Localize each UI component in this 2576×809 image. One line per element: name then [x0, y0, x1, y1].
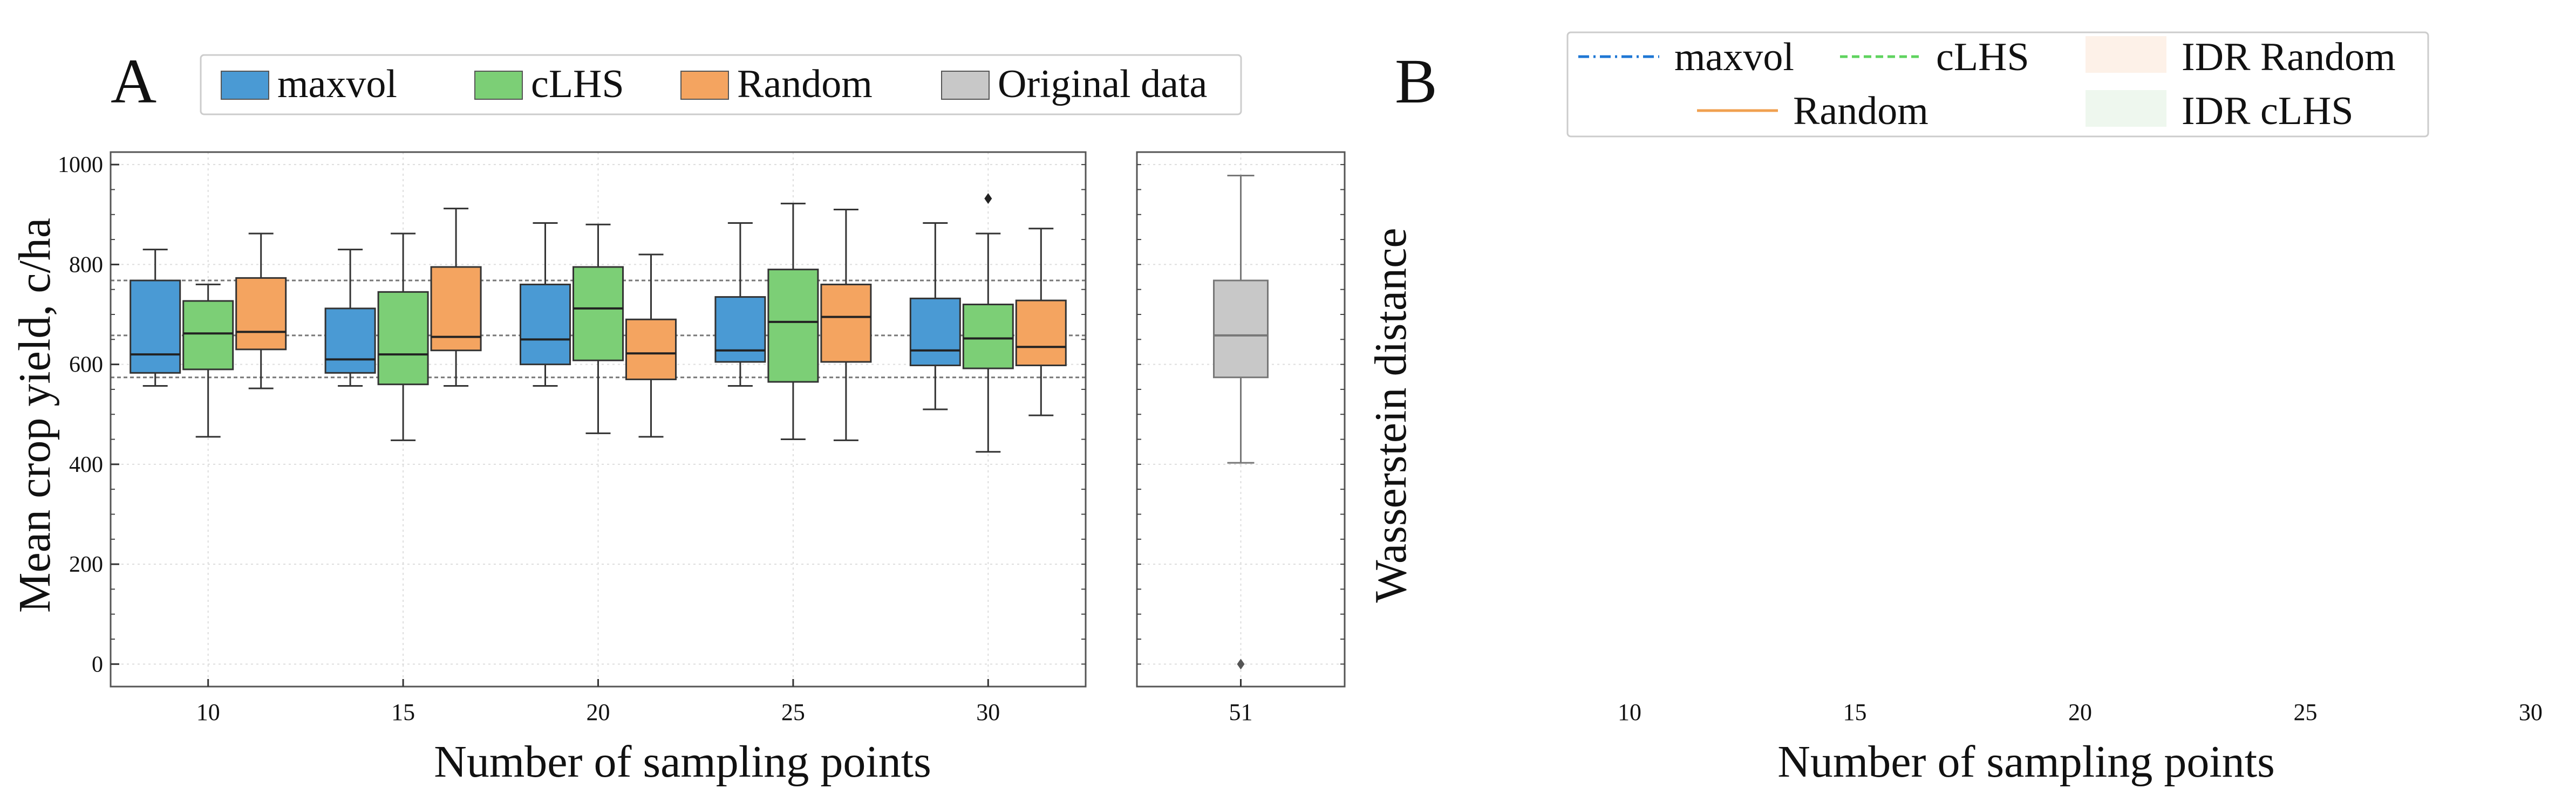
panel-b-ylabel: Wasserstein distance — [1366, 228, 1416, 602]
legend-b: maxvol cLHS IDR Random Random IDR cLHS — [1566, 31, 2429, 138]
panel-a-main-axes: 0 200 400 600 800 1000 10 15 20 25 30 — [58, 151, 1087, 725]
legend-b-maxvol-label: maxvol — [1674, 35, 1794, 79]
box-clhs-25-box — [767, 269, 819, 383]
y-tick-label: 400 — [69, 453, 103, 477]
legend-a-swatch-clhs — [474, 71, 523, 100]
y-tick-label: 600 — [69, 353, 103, 378]
box-maxvol-15-box — [324, 307, 376, 374]
legend-b-idr-random-swatch — [2086, 36, 2166, 73]
y-tick-label: 1000 — [58, 153, 103, 177]
y-tick-label: 800 — [69, 252, 103, 277]
box-original-51-outlier — [1237, 659, 1245, 670]
box-random-20-box — [625, 318, 677, 380]
panel-b-x-tick-label: 20 — [2068, 699, 2092, 725]
box-clhs-30-outlier — [984, 193, 992, 204]
x-tick-label: 25 — [781, 699, 805, 725]
box-maxvol-30-box — [909, 297, 961, 366]
panel-label-a: A — [111, 46, 156, 116]
box-clhs-30-box — [962, 303, 1014, 369]
box-maxvol-20-box — [520, 283, 571, 366]
legend-a-swatch-random — [680, 71, 729, 100]
box-clhs-15-box — [377, 291, 429, 386]
legend-b-clhs-label: cLHS — [1936, 35, 2029, 79]
panel-b-x-tick-label: 15 — [1843, 699, 1867, 725]
legend-b-frame — [1566, 31, 2429, 138]
box-maxvol-10-box — [130, 279, 181, 374]
box-clhs-20-box — [573, 266, 624, 361]
box-random-30-box — [1015, 299, 1067, 366]
legend-a-label: maxvol — [277, 62, 397, 106]
legend-a-label: Original data — [998, 62, 1207, 106]
box-random-25-box — [820, 283, 872, 363]
legend-a-swatch-original-data — [941, 71, 990, 100]
y-tick-label: 200 — [69, 552, 103, 577]
panel-b-xlabel: Number of sampling points — [1777, 737, 2275, 787]
legend-b-idr-clhs-swatch — [2086, 90, 2166, 127]
box-clhs-10-box — [182, 300, 234, 371]
panel-a-xlabel: Number of sampling points — [434, 737, 931, 787]
legend-a-swatch-maxvol — [221, 71, 269, 100]
legend-b-random-label: Random — [1793, 89, 1928, 133]
panel-b-x-tick-label: 30 — [2519, 699, 2543, 725]
panel-a-original-axes: 51 — [1136, 151, 1346, 725]
x-tick-label: 15 — [391, 699, 415, 725]
box-maxvol-25-box — [714, 296, 766, 363]
y-tick-label: 0 — [92, 652, 103, 677]
x-tick-label: 10 — [196, 699, 220, 725]
legend-a: maxvol cLHS Random Original data — [200, 54, 1242, 115]
x-tick-label: 30 — [976, 699, 1000, 725]
legend-b-idr-clhs-label: IDR cLHS — [2182, 89, 2354, 133]
x-tick-label: 20 — [587, 699, 610, 725]
panel-a-ylabel: Mean crop yield, c/ha — [10, 218, 60, 613]
panel-label-b: B — [1395, 46, 1437, 116]
legend-a-label: Random — [737, 62, 873, 106]
panel-b-x-tick-label: 10 — [1618, 699, 1641, 725]
legend-b-idr-random-label: IDR Random — [2182, 35, 2396, 79]
panel-b-x-tick-label: 25 — [2294, 699, 2318, 725]
legend-a-label: cLHS — [531, 62, 624, 106]
x-tick-label: 51 — [1229, 699, 1253, 725]
panel-b-axes: 10 15 20 25 30 — [1618, 699, 2543, 725]
box-random-10-box — [235, 277, 287, 351]
box-original-51-box — [1213, 279, 1269, 379]
